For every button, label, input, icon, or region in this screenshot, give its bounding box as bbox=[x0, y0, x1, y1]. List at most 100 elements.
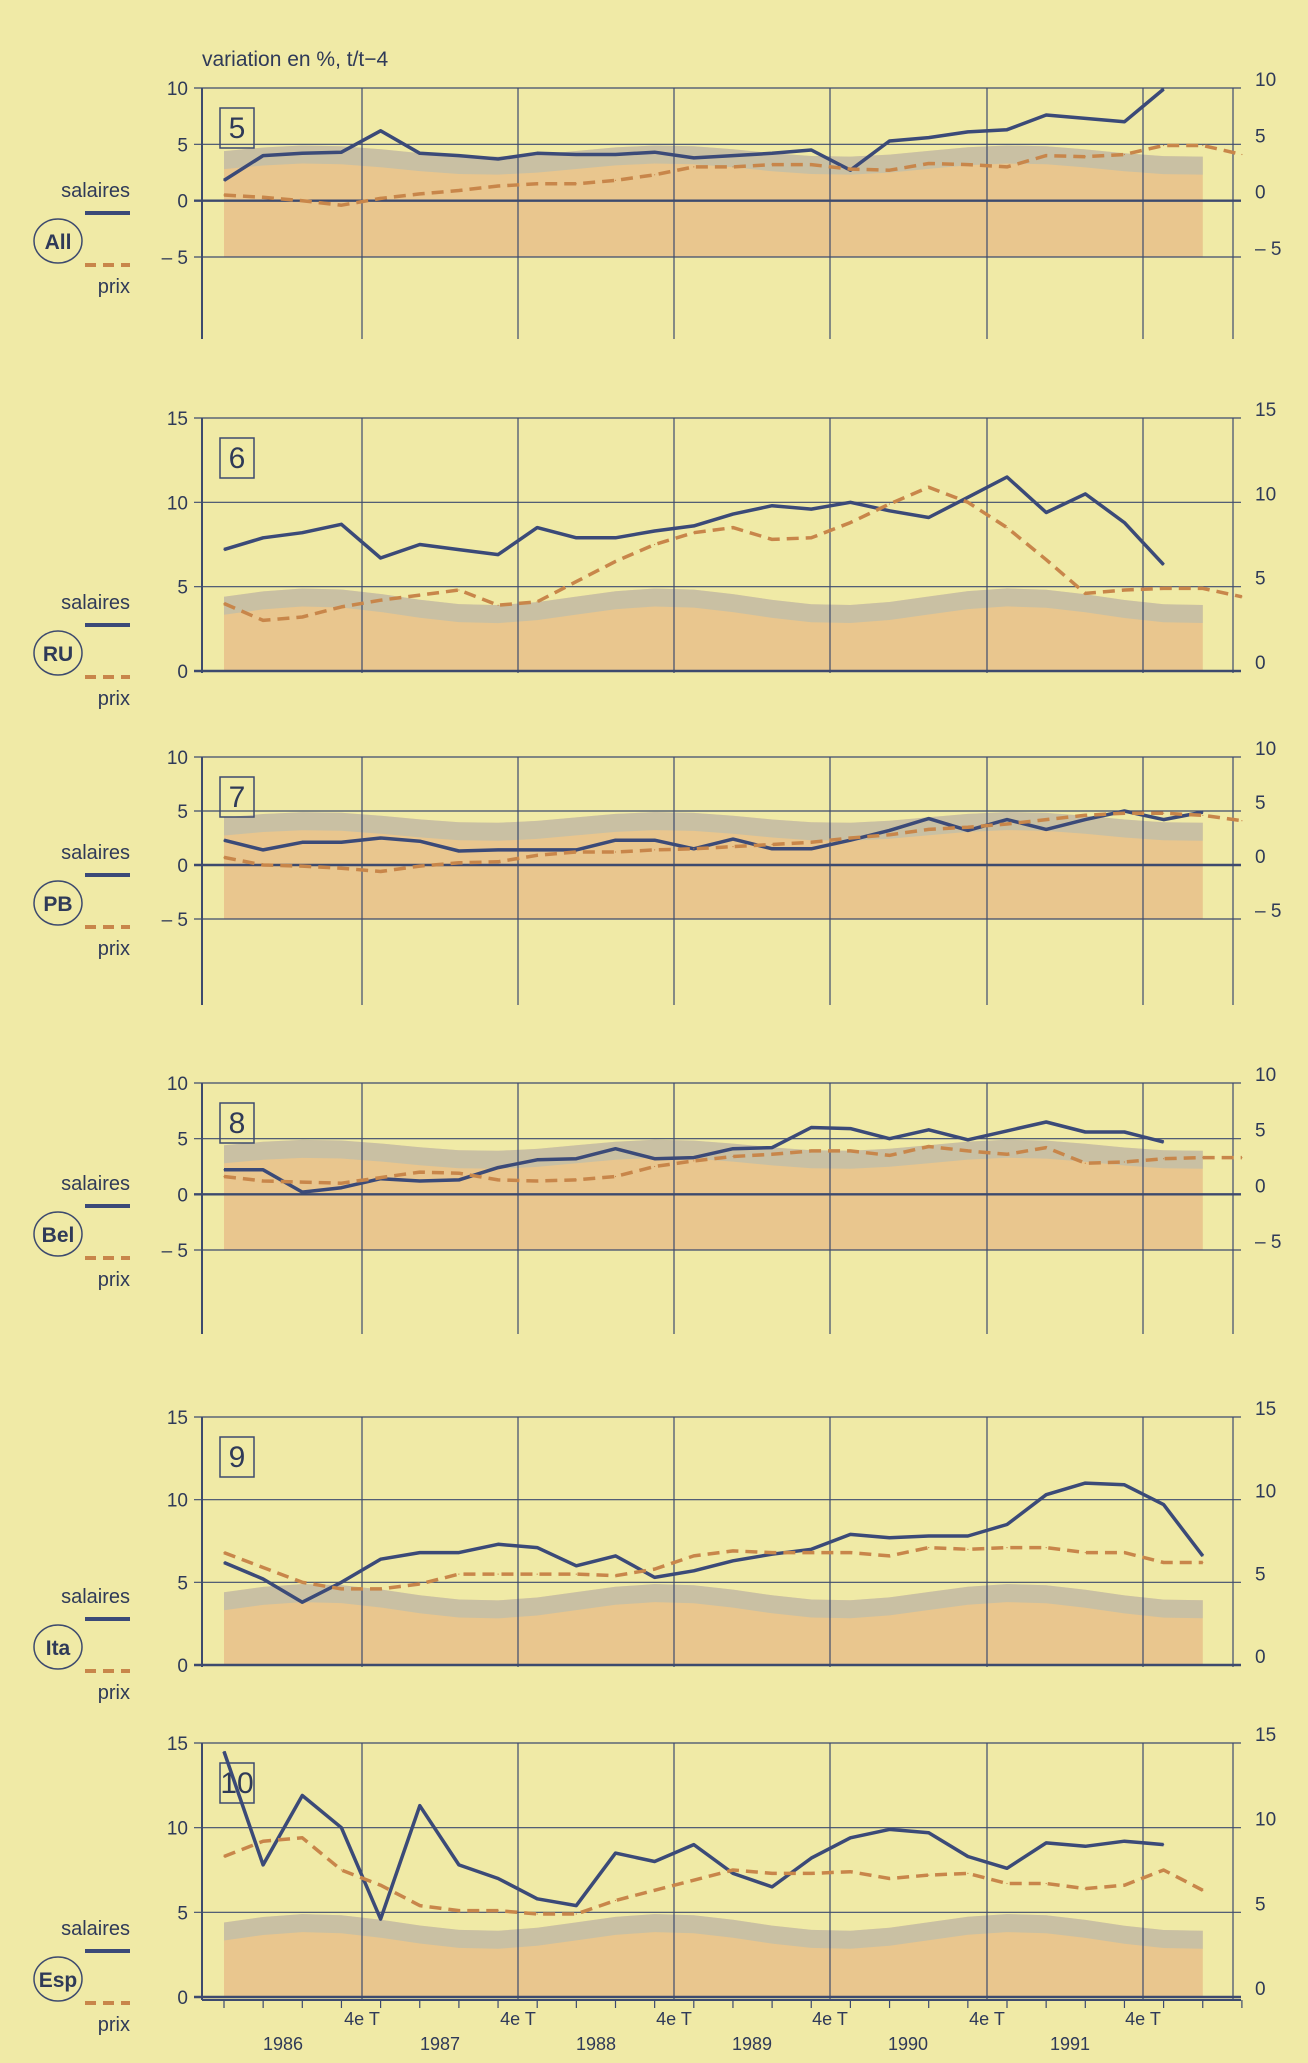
point-prix bbox=[419, 594, 421, 596]
point-salaires bbox=[1084, 493, 1086, 495]
point-prix bbox=[419, 193, 421, 195]
panel-number-box bbox=[219, 1102, 255, 1144]
point-salaires bbox=[262, 1169, 264, 1171]
point-prix bbox=[967, 1150, 969, 1152]
point-prix bbox=[262, 196, 264, 198]
point-prix bbox=[810, 164, 812, 166]
point-salaires bbox=[928, 516, 930, 519]
point-salaires bbox=[340, 151, 342, 153]
point-prix bbox=[340, 867, 342, 869]
point-prix bbox=[575, 1179, 577, 1181]
legend-price-label: prix bbox=[98, 1682, 130, 1704]
point-salaires bbox=[301, 1794, 303, 1797]
point-prix bbox=[419, 1583, 421, 1585]
legend-price-label: prix bbox=[98, 938, 130, 960]
point-prix bbox=[967, 1872, 969, 1874]
point-prix bbox=[849, 837, 852, 839]
point-prix bbox=[693, 848, 695, 850]
point-prix bbox=[419, 1905, 421, 1907]
point-prix bbox=[1006, 1547, 1008, 1549]
point-salaires bbox=[693, 525, 695, 527]
point-prix bbox=[419, 865, 421, 867]
point-prix bbox=[340, 606, 342, 608]
point-salaires bbox=[1163, 1504, 1165, 1506]
point-prix bbox=[340, 1182, 342, 1184]
y-tick-label-right: 15 bbox=[1255, 400, 1276, 421]
point-prix bbox=[810, 1150, 812, 1152]
point-prix bbox=[1123, 589, 1125, 591]
point-salaires bbox=[693, 1570, 695, 1572]
point-prix bbox=[614, 560, 617, 563]
y-tick-label-right: 0 bbox=[1255, 1647, 1266, 1668]
point-prix bbox=[1123, 1552, 1125, 1554]
point-prix bbox=[888, 1154, 891, 1156]
point-prix bbox=[1045, 559, 1047, 561]
country-badge bbox=[33, 1624, 83, 1670]
point-salaires bbox=[1123, 810, 1125, 812]
point-salaires bbox=[223, 839, 225, 841]
point-salaires bbox=[771, 505, 773, 507]
point-salaires bbox=[419, 152, 421, 154]
y-tick-label-left: 10 bbox=[167, 748, 188, 769]
point-salaires bbox=[888, 1828, 891, 1830]
point-salaires bbox=[1163, 564, 1165, 566]
point-prix bbox=[614, 851, 617, 853]
y-tick-label-left: 0 bbox=[177, 1185, 188, 1206]
point-salaires bbox=[1123, 1131, 1125, 1133]
country-badge bbox=[33, 880, 83, 926]
panel-number: 5 bbox=[229, 112, 246, 145]
point-salaires bbox=[967, 829, 969, 832]
point-salaires bbox=[458, 850, 460, 852]
band-edge bbox=[224, 588, 1203, 624]
point-prix bbox=[497, 861, 499, 863]
point-prix bbox=[380, 1177, 382, 1179]
y-tick-label-right: 15 bbox=[1255, 1725, 1276, 1746]
y-tick-label-right: – 5 bbox=[1255, 901, 1281, 922]
point-prix bbox=[1084, 592, 1086, 595]
y-tick-label-right: – 5 bbox=[1255, 239, 1281, 260]
point-prix bbox=[1241, 153, 1243, 156]
point-salaires bbox=[888, 1138, 891, 1140]
point-salaires bbox=[1163, 819, 1165, 821]
point-prix bbox=[301, 1181, 303, 1183]
point-prix bbox=[1045, 819, 1047, 821]
point-salaires bbox=[654, 839, 656, 841]
point-salaires bbox=[458, 1552, 460, 1554]
point-prix bbox=[536, 601, 538, 603]
point-prix bbox=[967, 164, 969, 166]
point-salaires bbox=[732, 1560, 734, 1562]
point-salaires bbox=[1045, 828, 1047, 831]
point-salaires bbox=[1084, 1845, 1086, 1847]
point-prix bbox=[771, 843, 773, 846]
point-prix bbox=[614, 179, 617, 181]
point-prix bbox=[810, 841, 812, 843]
year-label: 1986 bbox=[263, 2034, 303, 2054]
point-prix bbox=[301, 200, 303, 202]
point-salaires bbox=[497, 849, 499, 851]
point-prix bbox=[575, 581, 577, 583]
legend-wage-label: salaires bbox=[61, 842, 130, 864]
point-salaires bbox=[419, 1805, 421, 1807]
point-prix bbox=[458, 1172, 460, 1174]
point-salaires bbox=[1006, 476, 1008, 478]
point-prix bbox=[497, 185, 499, 187]
legend-wage-label: salaires bbox=[61, 1586, 130, 1608]
point-prix bbox=[1123, 1884, 1125, 1886]
point-prix bbox=[340, 204, 342, 206]
point-prix bbox=[1006, 1882, 1008, 1885]
y-tick-label-left: 10 bbox=[167, 1074, 188, 1095]
point-prix bbox=[223, 602, 225, 605]
y-tick-label-right: 10 bbox=[1255, 484, 1276, 505]
point-prix bbox=[1241, 820, 1243, 822]
point-salaires bbox=[849, 839, 852, 841]
point-prix bbox=[928, 828, 930, 831]
point-prix bbox=[340, 1869, 342, 1871]
y-tick-label-right: 5 bbox=[1255, 569, 1266, 590]
country-label: RU bbox=[43, 643, 73, 666]
point-prix bbox=[928, 1145, 930, 1148]
point-salaires bbox=[1084, 819, 1086, 821]
point-prix bbox=[928, 162, 930, 165]
legend-price-label: prix bbox=[98, 688, 130, 710]
point-prix bbox=[849, 1871, 852, 1873]
y-tick-label-right: 0 bbox=[1255, 653, 1266, 674]
